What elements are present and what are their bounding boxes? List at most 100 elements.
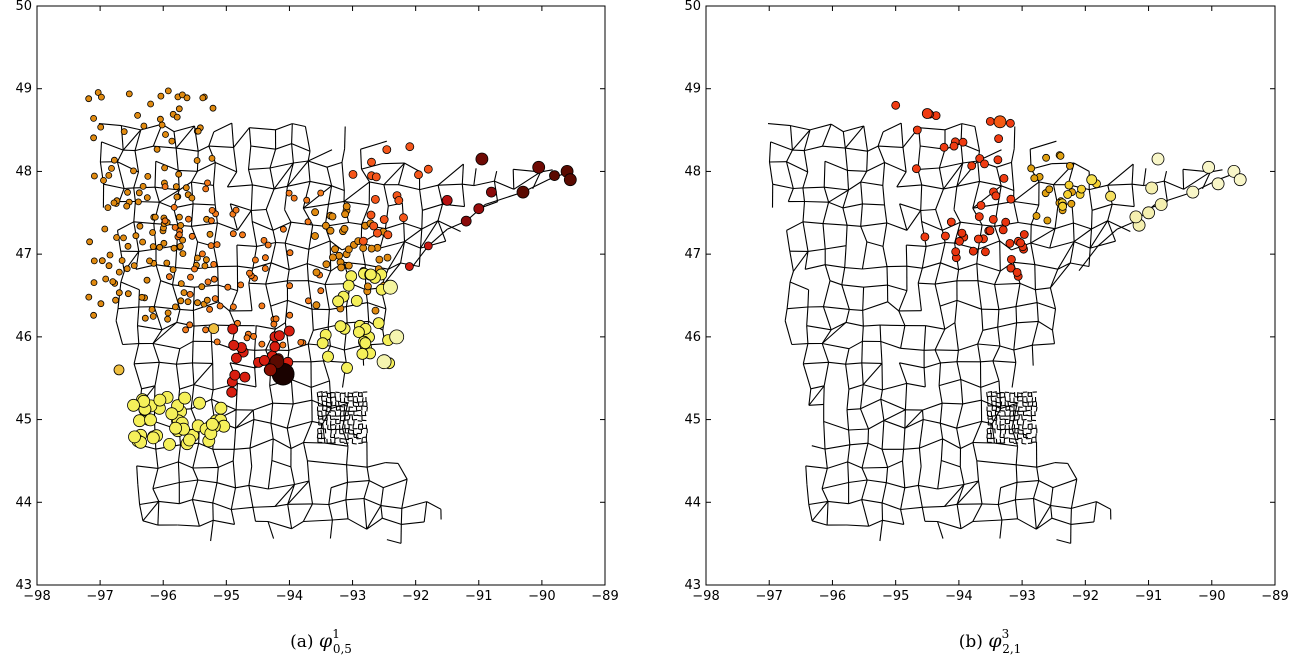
road-segment — [273, 185, 288, 190]
road-segment — [821, 468, 828, 489]
road-segment — [177, 461, 180, 483]
road-segment — [939, 403, 943, 424]
road-segment — [1016, 320, 1039, 324]
data-point — [246, 269, 253, 277]
road-segment — [829, 280, 842, 286]
road-segment — [845, 348, 850, 365]
road-segment — [844, 148, 848, 171]
road-segment — [366, 462, 386, 468]
road-segment — [923, 362, 941, 369]
road-segment — [286, 428, 292, 449]
road-segment — [956, 403, 964, 429]
data-point — [258, 340, 266, 348]
road-segment — [804, 145, 823, 152]
data-point — [341, 361, 353, 374]
road-segment — [793, 187, 803, 190]
road-segment — [900, 123, 904, 148]
road-segment — [995, 397, 997, 403]
road-segment — [828, 361, 846, 365]
road-segment — [935, 188, 945, 210]
data-point — [207, 242, 215, 250]
data-point — [312, 268, 321, 277]
road-segment — [344, 442, 349, 445]
road-segment — [886, 482, 905, 489]
road-segment — [956, 350, 959, 362]
road-segment — [980, 360, 993, 363]
road-segment — [493, 170, 498, 182]
road-segment — [1049, 268, 1059, 289]
data-point — [359, 337, 372, 350]
road-segment — [287, 299, 313, 310]
data-point — [124, 242, 132, 250]
road-segment — [866, 151, 869, 172]
road-segment — [843, 125, 864, 133]
data-point — [173, 193, 181, 201]
data-point — [399, 213, 408, 223]
data-point — [328, 212, 337, 221]
road-segment — [1050, 505, 1053, 519]
road-segment — [1107, 204, 1113, 221]
caption-superscript: 3 — [1002, 627, 1010, 641]
road-segment — [1013, 322, 1018, 351]
road-segment — [1018, 414, 1020, 420]
y-tick-label: 43 — [15, 578, 32, 593]
road-segment — [193, 363, 214, 385]
road-segment — [178, 169, 198, 172]
data-point — [261, 265, 269, 272]
road-segment — [324, 462, 347, 466]
data-point — [206, 230, 214, 238]
x-tick-label: −89 — [1261, 589, 1288, 604]
road-segment — [841, 284, 864, 288]
data-point — [178, 391, 192, 405]
data-point — [115, 289, 123, 297]
road-segment — [1143, 168, 1147, 186]
node-cluster — [348, 142, 433, 246]
road-segment — [904, 383, 908, 410]
data-point — [151, 213, 159, 221]
road-segment — [808, 385, 825, 406]
data-point — [286, 311, 294, 319]
x-tick-label: −95 — [213, 589, 240, 604]
road-segment — [823, 306, 850, 310]
y-tick-label: 45 — [684, 413, 701, 428]
road-segment — [860, 181, 883, 186]
data-point — [317, 189, 325, 197]
road-segment — [956, 504, 962, 529]
road-segment — [325, 397, 328, 403]
road-segment — [972, 503, 983, 522]
road-segment — [344, 126, 346, 149]
data-point — [344, 245, 353, 254]
road-segment — [960, 521, 974, 530]
road-segment — [845, 364, 850, 390]
road-segment — [141, 385, 156, 390]
road-segment — [212, 482, 218, 504]
data-point — [187, 273, 194, 281]
caption-symbol: φ — [988, 630, 1002, 652]
data-point — [1233, 173, 1247, 187]
data-point — [177, 297, 185, 305]
data-point — [312, 301, 321, 310]
road-segment — [335, 429, 337, 435]
road-segment — [272, 438, 292, 449]
data-point — [201, 262, 209, 270]
data-point — [297, 338, 305, 346]
road-segment — [861, 479, 868, 500]
road-segment — [216, 467, 219, 483]
road-segment — [997, 327, 1001, 347]
data-point — [134, 112, 142, 119]
road-segment — [996, 401, 1001, 404]
road-segment — [803, 361, 829, 365]
road-segment — [237, 382, 257, 388]
data-point — [1006, 194, 1016, 204]
road-segment — [401, 501, 427, 509]
data-point — [85, 95, 93, 103]
road-segment — [1069, 241, 1075, 264]
data-point — [272, 315, 280, 323]
data-point — [144, 172, 152, 180]
data-point — [148, 306, 156, 313]
road-segment — [804, 200, 829, 203]
road-segment — [1014, 482, 1018, 500]
road-segment — [808, 388, 812, 406]
road-segment — [287, 420, 313, 429]
